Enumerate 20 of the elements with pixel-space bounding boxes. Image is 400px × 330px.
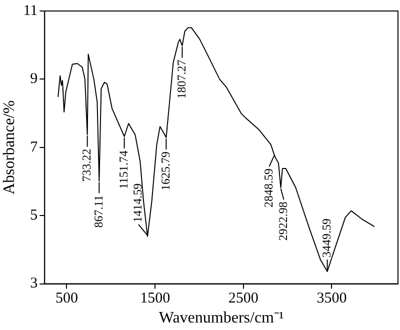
annotation: 1807.27 [174, 60, 188, 99]
annotation: 867.11 [91, 195, 106, 228]
x-tick-label: 1500 [140, 290, 170, 307]
y-axis-title: Absorbance/% [0, 100, 18, 194]
x-tick-label: 500 [55, 290, 78, 307]
y-tick-label: 11 [23, 2, 38, 19]
y-tick-label: 3 [30, 276, 38, 292]
y-tick-label: 5 [30, 208, 38, 224]
annotation: 1151.74 [116, 150, 130, 190]
annotation: 1414.59 [130, 183, 145, 222]
x-tick-label: 3500 [316, 290, 347, 307]
x-tick-label: 2500 [228, 290, 258, 307]
annotation: 3449.59 [319, 218, 334, 258]
x-axis-title: Wavenumbers/cm⁻¹ [158, 310, 284, 327]
annotation: 2848.59 [261, 168, 276, 208]
annotation: 1625.79 [158, 152, 172, 191]
y-tick-label: 7 [30, 139, 38, 156]
y-tick-label: 9 [30, 71, 38, 88]
annotation: 2922.98 [276, 202, 290, 241]
annotation: 733.22 [79, 148, 94, 182]
